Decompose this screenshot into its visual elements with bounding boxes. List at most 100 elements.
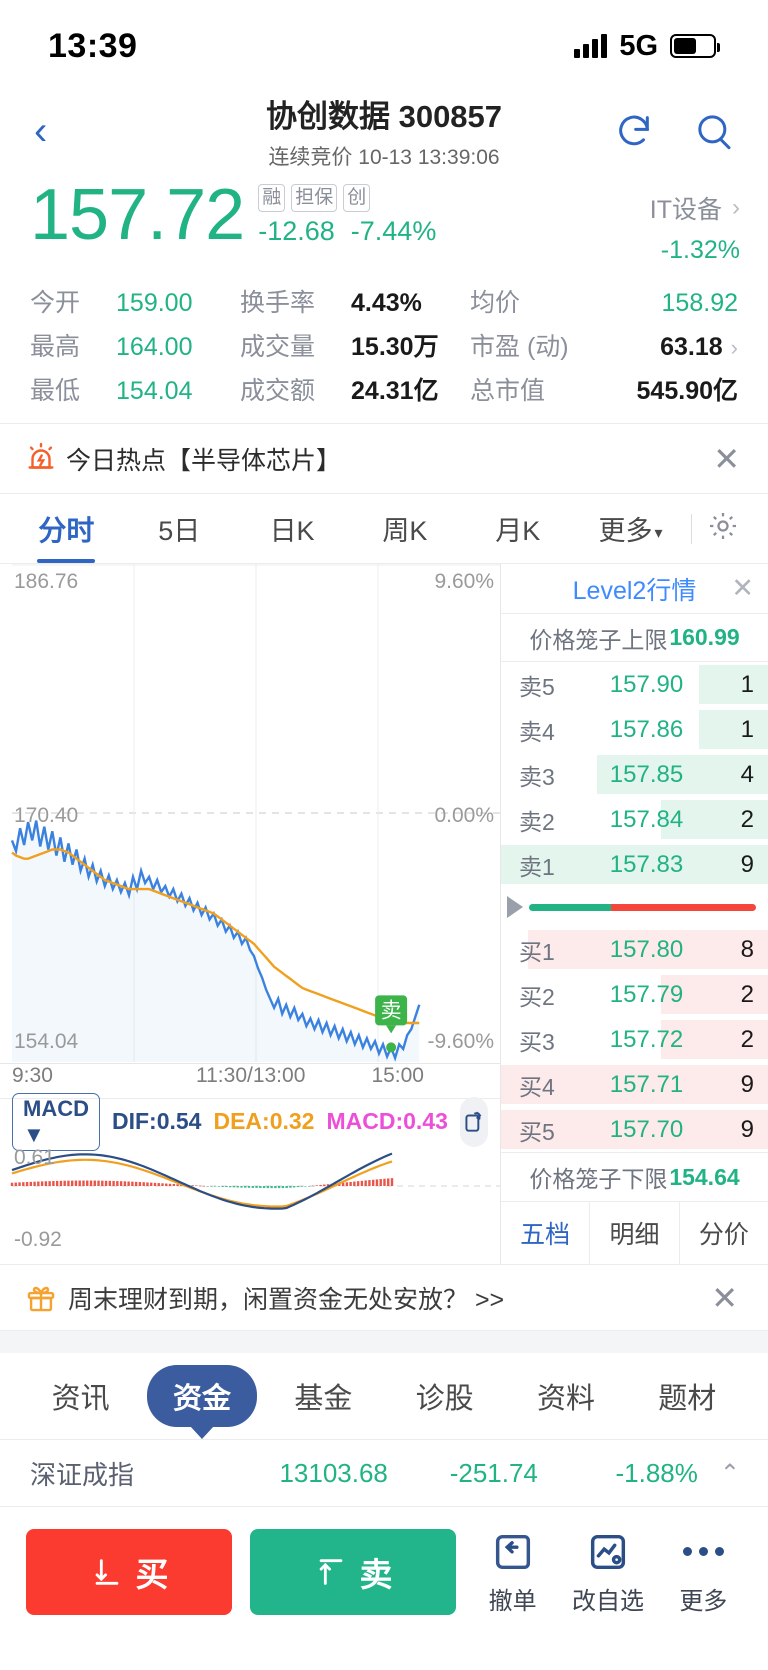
tab-details[interactable]: 明细 <box>590 1202 680 1264</box>
level2-panel: Level2行情 ✕ 价格笼子上限 160.99 卖5 157.90 1 卖4 1… <box>500 564 768 1264</box>
ask-volume: 1 <box>740 715 754 743</box>
ask-level-label: 卖5 <box>519 673 555 700</box>
tab-fund[interactable]: 基金 <box>294 1383 353 1415</box>
chevron-down-icon: ▾ <box>654 525 663 542</box>
tab-five-levels[interactable]: 五档 <box>501 1202 591 1264</box>
stat-value: 159.00 <box>116 289 193 317</box>
indicator-selector[interactable]: MACD ▼ <box>12 1092 100 1151</box>
ratio-track <box>529 903 756 911</box>
promo-text: 周末理财到期，闲置资金无处安放？ >> <box>68 1285 505 1314</box>
bid-volume: 9 <box>740 1070 754 1098</box>
ask-row[interactable]: 卖2 157.84 2 <box>501 797 768 842</box>
more-button[interactable]: 更多 <box>665 1529 742 1616</box>
sector-change-pct: -1.32% <box>660 236 740 264</box>
bid-row[interactable]: 买3 157.72 2 <box>501 1017 768 1062</box>
tab-diagnosis[interactable]: 诊股 <box>415 1383 474 1415</box>
watchlist-icon <box>590 1534 626 1569</box>
chevron-right-icon: › <box>730 335 738 360</box>
tab-more[interactable]: 更多 ▾ <box>574 509 687 548</box>
tab-monthly-k[interactable]: 月K <box>495 516 541 546</box>
bid-volume: 2 <box>740 1025 754 1053</box>
bid-row[interactable]: 买1 157.80 8 <box>501 927 768 972</box>
price-cage-lower-label: 价格笼子下限 <box>529 1166 668 1192</box>
status-time: 13:39 <box>48 26 138 65</box>
ask-price: 157.85 <box>609 760 684 788</box>
chevron-right-icon: › <box>732 194 740 221</box>
stat-value: 158.92 <box>661 289 738 317</box>
ask-level-label: 卖2 <box>519 808 555 835</box>
stats-row: 最低 154.04 成交额 24.31亿 总市值 545.90亿 <box>30 367 738 411</box>
close-icon[interactable]: ✕ <box>711 1279 738 1316</box>
tab-more-label: 更多 <box>598 516 653 546</box>
index-summary-row[interactable]: 深证成指 13103.68 -251.74 -1.88% ⌃ <box>0 1439 768 1507</box>
tab-daily-k[interactable]: 日K <box>269 516 315 546</box>
promo-banner[interactable]: 周末理财到期，闲置资金无处安放？ >> ✕ <box>0 1265 768 1331</box>
stat-value: 63.18 <box>660 333 723 361</box>
tab-theme[interactable]: 题材 <box>658 1383 717 1415</box>
pointer-icon <box>507 896 523 918</box>
tab-intraday[interactable]: 分时 <box>10 509 123 549</box>
more-label: 更多 <box>679 1587 728 1615</box>
search-icon[interactable] <box>694 111 734 151</box>
intraday-chart[interactable]: 卖 186.76 170.40 154.04 9.60% 0.00% -9.60… <box>0 564 500 1064</box>
macd-y-min: -0.92 <box>14 1228 62 1251</box>
sector-block[interactable]: IT设备 › -1.32% <box>650 178 740 265</box>
macd-chart[interactable]: 0.61 -0.92 <box>0 1144 500 1256</box>
close-icon[interactable]: ✕ <box>731 573 754 603</box>
tab-news[interactable]: 资讯 <box>51 1383 110 1415</box>
alarm-icon <box>28 442 54 469</box>
arrow-up-icon <box>319 1559 342 1585</box>
divider <box>0 423 768 424</box>
watchlist-button[interactable]: 改自选 <box>569 1529 646 1616</box>
nav-actions <box>614 111 734 151</box>
stat-label: 成交额 <box>240 377 316 405</box>
ask-price: 157.84 <box>609 805 684 833</box>
ask-row[interactable]: 卖5 157.90 1 <box>501 662 768 707</box>
bid-row[interactable]: 买5 157.70 9 <box>501 1107 768 1152</box>
price-cage-lower-value: 154.64 <box>669 1163 740 1190</box>
bid-level-label: 买3 <box>519 1028 555 1055</box>
sell-button[interactable]: 卖 <box>250 1529 456 1615</box>
ask-row[interactable]: 卖1 157.83 9 <box>501 842 768 887</box>
chevron-up-icon[interactable]: ⌃ <box>719 1459 740 1487</box>
stat-open: 今开 159.00 <box>30 283 240 319</box>
stat-label: 换手率 <box>240 289 316 317</box>
status-bar: 13:39 5G <box>0 0 768 92</box>
refresh-icon[interactable] <box>614 111 654 151</box>
y-axis-top-label: 186.76 <box>14 570 79 593</box>
bid-row[interactable]: 买4 157.71 9 <box>501 1062 768 1107</box>
level2-header: Level2行情 ✕ <box>501 564 768 614</box>
tab-price-breakdown[interactable]: 分价 <box>698 1221 749 1249</box>
stat-value: 24.31亿 <box>351 377 439 405</box>
stat-pe-ratio[interactable]: 市盈 (动) 63.18 › <box>470 327 738 363</box>
x-tick-mid: 11:30/13:00 <box>196 1064 306 1087</box>
bid-row[interactable]: 买2 157.79 2 <box>501 972 768 1017</box>
hot-topic-banner[interactable]: 今日热点【半导体芯片】 ✕ <box>0 424 768 494</box>
close-icon[interactable]: ✕ <box>713 440 740 477</box>
buy-button[interactable]: 买 <box>26 1529 232 1615</box>
stat-volume: 成交量 15.30万 <box>240 327 470 363</box>
svg-text:卖: 卖 <box>381 999 402 1022</box>
ask-row[interactable]: 卖4 157.86 1 <box>501 707 768 752</box>
price-cage-upper-label: 价格笼子上限 <box>529 626 668 653</box>
gear-icon[interactable] <box>696 509 750 548</box>
copy-icon[interactable] <box>459 1096 488 1147</box>
macd-dif-value: DIF:0.54 <box>112 1108 202 1134</box>
bid-price: 157.70 <box>609 1115 684 1143</box>
price-change-group: -12.68 -7.44% <box>258 216 436 247</box>
ask-row[interactable]: 卖3 157.85 4 <box>501 752 768 797</box>
index-change: -251.74 <box>449 1457 538 1488</box>
tab-capital-label: 资金 <box>146 1365 257 1427</box>
tab-weekly-k[interactable]: 周K <box>382 516 428 546</box>
price-cage-lower: 价格笼子下限 154.64 <box>501 1152 768 1202</box>
cancel-order-button[interactable]: 撤单 <box>474 1529 551 1616</box>
tab-5day[interactable]: 5日 <box>158 516 201 546</box>
tab-capital[interactable]: 资金 <box>141 1365 262 1427</box>
price-block: 157.72 融 担保 创 -12.68 -7.44% IT设备 › -1.32… <box>0 170 768 265</box>
stat-value: 4.43% <box>351 289 422 317</box>
chevron-left-icon[interactable]: ‹ <box>34 109 48 153</box>
tab-profile[interactable]: 资料 <box>536 1383 595 1415</box>
ask-level-label: 卖3 <box>519 763 555 790</box>
y-axis-bottom-label: 154.04 <box>14 1030 79 1053</box>
chart-x-axis: 9:30 11:30/13:00 15:00 <box>0 1064 500 1098</box>
